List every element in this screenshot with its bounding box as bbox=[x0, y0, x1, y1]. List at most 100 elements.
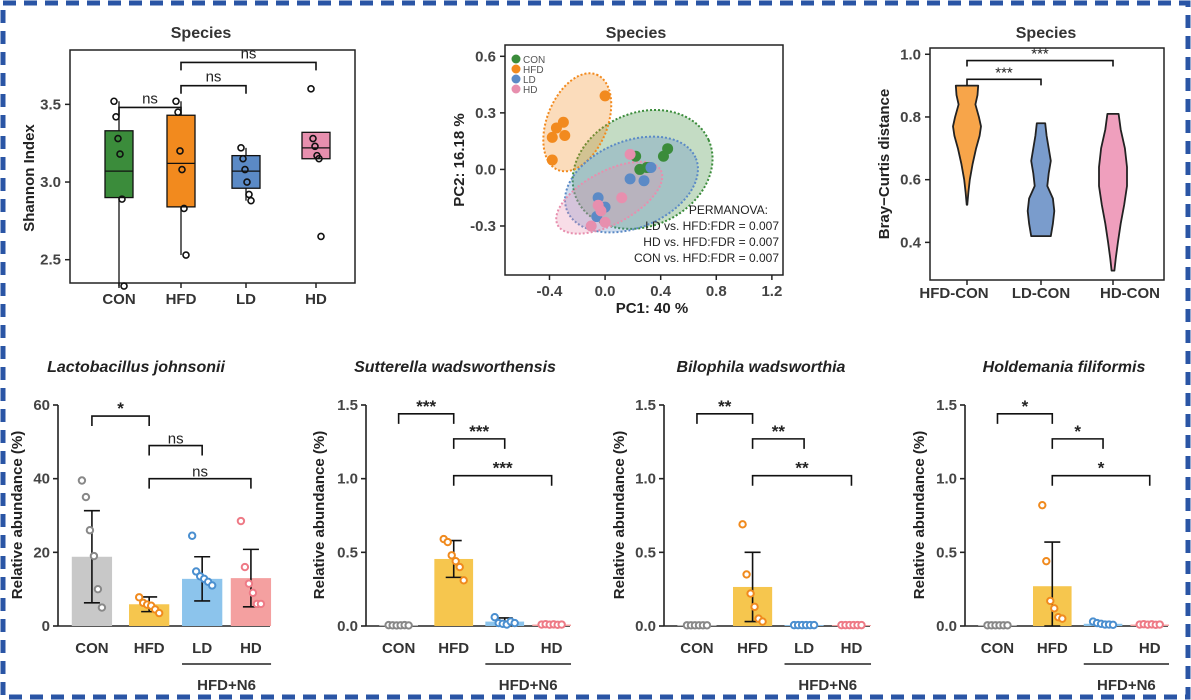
data-point bbox=[309, 134, 317, 143]
data-point bbox=[758, 617, 767, 626]
significance-bracket bbox=[118, 106, 182, 116]
significance-label: ns bbox=[142, 90, 158, 107]
data-point bbox=[1046, 596, 1055, 606]
y-tick-label: 0 bbox=[42, 618, 50, 635]
significance-label: * bbox=[117, 399, 124, 418]
panel-c-title: Species bbox=[1016, 25, 1077, 42]
y-tick-label: 0.5 bbox=[936, 544, 957, 561]
y-tick-label: 3.5 bbox=[40, 96, 61, 113]
y-tick-label: 1.5 bbox=[936, 397, 957, 414]
data-point bbox=[77, 476, 87, 485]
permanova-text: CON vs. HFD:FDR = 0.007 bbox=[634, 251, 779, 265]
scatter-point-CON bbox=[662, 143, 674, 155]
permanova-text: LD vs. HFD:FDR = 0.007 bbox=[645, 219, 779, 233]
y-tick-label: 1.5 bbox=[337, 397, 358, 414]
significance-label: *** bbox=[493, 459, 513, 478]
violin-LD-CON bbox=[1026, 122, 1056, 238]
x-tick-label: LD-CON bbox=[1012, 285, 1070, 302]
data-point bbox=[236, 516, 246, 526]
data-point bbox=[178, 165, 186, 174]
data-point bbox=[93, 584, 103, 594]
y-tick-label: 3.0 bbox=[40, 174, 61, 191]
significance-bracket bbox=[91, 415, 150, 427]
significance-label: ** bbox=[772, 422, 786, 441]
data-point bbox=[1108, 620, 1118, 630]
significance-label: * bbox=[1074, 422, 1081, 441]
scatter-point-HFD bbox=[599, 90, 611, 102]
significance-label: ns bbox=[206, 69, 222, 86]
data-point bbox=[742, 570, 751, 579]
scatter-point-HFD bbox=[559, 129, 571, 141]
data-point bbox=[85, 526, 95, 535]
significance-label: *** bbox=[1031, 46, 1049, 63]
data-point bbox=[311, 142, 319, 151]
significance-label: * bbox=[1098, 459, 1105, 478]
data-point bbox=[451, 556, 460, 566]
significance-bracket bbox=[966, 78, 1042, 86]
panel-f-ylabel: Relative abundance (%) bbox=[611, 431, 628, 599]
significance-bracket bbox=[751, 438, 805, 449]
data-point bbox=[404, 621, 413, 630]
x-tick-label: CON bbox=[680, 640, 713, 657]
panel-d-title: Lactobacillus johnsonii bbox=[47, 359, 225, 376]
x-tick-label: LD bbox=[1093, 640, 1113, 657]
group-label: HFD+N6 bbox=[197, 677, 256, 694]
data-point bbox=[1042, 556, 1051, 566]
panel-c-ylabel: Bray−Curtis distance bbox=[876, 89, 893, 239]
legend-marker-HFD bbox=[511, 64, 521, 74]
shannon-box-panel: Species Shannon Index 2.5 3.0 3.5 CON HFD LD H… bbox=[21, 25, 356, 308]
legend-marker-HD bbox=[511, 84, 521, 94]
y-tick-label: 20 bbox=[33, 544, 50, 561]
significance-bracket bbox=[696, 413, 754, 424]
data-point bbox=[247, 196, 255, 205]
ellipse-HFD bbox=[542, 72, 613, 173]
x-tick-label: LD bbox=[236, 291, 256, 308]
pcoa-panel: Species PC1: 40 % PC2: 16.18 % -0.4 0.0 0.… bbox=[451, 25, 784, 317]
data-point bbox=[116, 150, 124, 158]
data-point bbox=[459, 576, 468, 585]
legend-marker-LD bbox=[511, 74, 521, 84]
y-tick-label: 40 bbox=[33, 471, 50, 488]
data-point bbox=[120, 282, 128, 290]
panel-e-ylabel: Relative abundance (%) bbox=[311, 431, 328, 599]
data-point bbox=[240, 562, 250, 572]
panel-a-ylabel: Shannon Index bbox=[21, 124, 38, 232]
x-tick-label: CON bbox=[75, 640, 108, 657]
x-tick-label: HD-CON bbox=[1100, 285, 1160, 302]
panel-a-title: Species bbox=[171, 25, 232, 42]
data-point bbox=[187, 531, 197, 540]
panel-b-title: Species bbox=[606, 25, 667, 42]
box-HFD bbox=[166, 114, 196, 208]
x-tick-label: 0.8 bbox=[706, 283, 727, 300]
group-label: HFD+N6 bbox=[1097, 677, 1156, 694]
significance-bracket bbox=[966, 59, 1114, 67]
holdemania-bar-panel: Holdemania filiformis Relative abundance… bbox=[911, 359, 1170, 694]
significance-label: ** bbox=[795, 459, 809, 478]
x-tick-label: HD bbox=[240, 640, 262, 657]
data-point bbox=[172, 97, 180, 106]
data-point bbox=[243, 178, 251, 186]
legend-label-HD: HD bbox=[523, 85, 537, 96]
x-tick-label: 0.0 bbox=[595, 283, 616, 300]
scatter-point-HFD bbox=[546, 131, 558, 143]
group-label: HFD+N6 bbox=[798, 677, 857, 694]
x-tick-label: LD bbox=[794, 640, 814, 657]
significance-bracket bbox=[180, 84, 247, 94]
plot-frame bbox=[929, 47, 1165, 281]
x-tick-label: LD bbox=[495, 640, 515, 657]
data-point bbox=[455, 562, 464, 572]
x-tick-label: CON bbox=[382, 640, 415, 657]
data-point bbox=[857, 620, 866, 630]
data-point bbox=[174, 108, 182, 116]
scatter-point-HFD bbox=[546, 154, 558, 166]
data-point bbox=[738, 520, 747, 529]
scatter-point-LD bbox=[624, 173, 636, 185]
data-point bbox=[447, 551, 456, 560]
lactobacillus-bar-panel: Lactobacillus johnsonii Relative abundan… bbox=[9, 359, 272, 694]
x-tick-label: 0.4 bbox=[650, 283, 672, 300]
data-point bbox=[746, 589, 755, 598]
data-point bbox=[134, 593, 144, 602]
y-tick-label: 0.6 bbox=[900, 172, 921, 189]
data-point bbox=[1038, 500, 1047, 510]
data-point bbox=[307, 85, 315, 93]
